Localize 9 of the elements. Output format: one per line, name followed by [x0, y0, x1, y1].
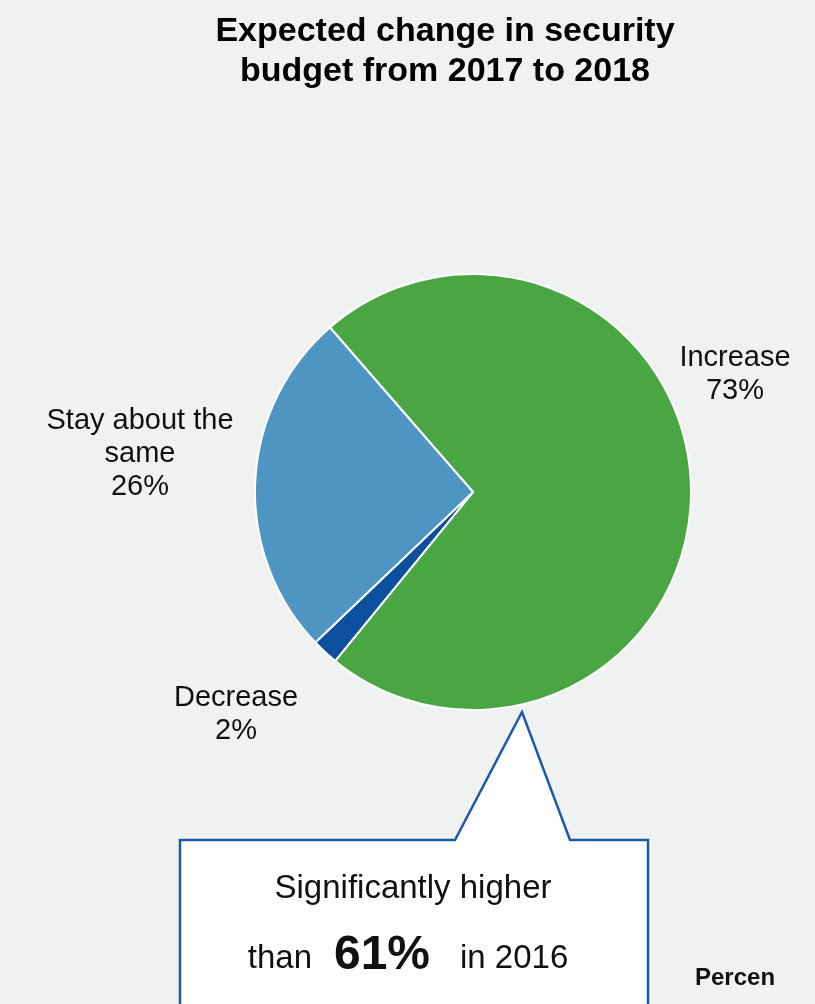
chart-title: Expected change in security budget from 2017 to 2018 [215, 10, 675, 88]
text: Significantly higher than 61% in 2016 [247, 868, 569, 979]
slice-label: Stay about the same [46, 403, 234, 468]
data-label: 2% [215, 713, 257, 745]
data-label: 26% [110, 469, 170, 501]
data-label: 73% [705, 373, 765, 405]
text: Percen [695, 963, 776, 990]
slice-label: Decrease [173, 680, 299, 712]
slice-label: Increase [679, 340, 791, 372]
